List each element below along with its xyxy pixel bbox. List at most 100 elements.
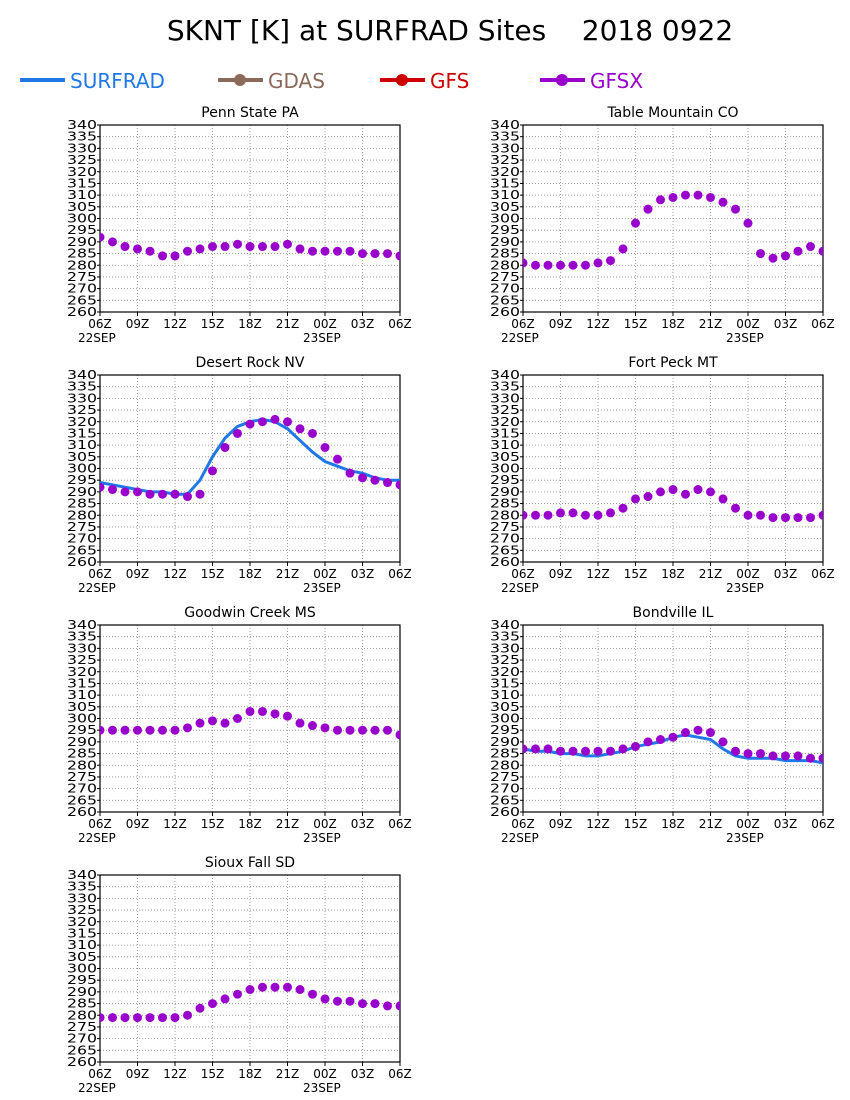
x-tick-label: 06Z	[511, 317, 535, 331]
data-point-gfsx	[120, 242, 130, 252]
data-point-gfsx	[108, 725, 117, 735]
data-point-gfsx	[743, 218, 753, 228]
x-tick-label: 12Z	[163, 1067, 187, 1081]
y-tick-label: 270	[67, 532, 97, 546]
y-tick-label: 275	[67, 1020, 97, 1034]
gridlines	[523, 625, 823, 812]
data-point-gfsx	[358, 249, 367, 259]
y-tick-label: 330	[490, 391, 520, 405]
data-point-gfsx	[523, 510, 528, 520]
y-tick-label: 305	[67, 200, 97, 214]
x-tick-label: 21Z	[276, 317, 300, 331]
date-label: 23SEP	[303, 831, 341, 845]
data-point-gfsx	[793, 751, 803, 761]
data-point-gfsx	[781, 251, 790, 261]
panel-sioux-fall-sd: Sioux Fall SD 260265270275280285290295300…	[67, 855, 412, 1095]
series-group	[100, 414, 400, 502]
date-label: 23SEP	[303, 581, 341, 595]
y-tick-label: 280	[67, 258, 97, 272]
series-group	[523, 725, 823, 765]
data-point-gfsx	[618, 503, 628, 513]
y-tick-label: 295	[67, 473, 97, 487]
data-point-gfsx	[593, 746, 603, 756]
y-tick-label: 310	[67, 938, 97, 952]
data-point-gfsx	[308, 989, 317, 999]
data-point-gfsx	[208, 999, 217, 1009]
x-tick-label: 18Z	[661, 817, 685, 831]
data-point-gfsx	[383, 725, 392, 735]
data-point-gfsx	[283, 417, 292, 427]
date-label: 23SEP	[303, 331, 341, 345]
y-tick-label: 310	[67, 188, 97, 202]
series-group	[523, 485, 823, 523]
y-tick-label: 260	[67, 555, 97, 569]
date-label: 22SEP	[78, 581, 116, 595]
data-point-gfsx	[806, 242, 815, 252]
data-point-gfsx	[593, 510, 603, 520]
x-tick-label: 06Z	[88, 817, 112, 831]
y-tick-label: 295	[490, 473, 520, 487]
y-tick-label: 320	[67, 915, 97, 929]
data-point-gfsx	[270, 414, 280, 424]
data-point-gfsx	[100, 482, 105, 492]
x-tick-label: 18Z	[661, 317, 685, 331]
legend-item-gdas: GDAS	[218, 69, 325, 93]
x-tick-label: 12Z	[586, 817, 610, 831]
data-point-gfsx	[383, 1001, 392, 1011]
y-tick-label: 290	[490, 485, 520, 499]
x-tick-label: 06Z	[388, 1067, 412, 1081]
gridlines	[100, 375, 400, 562]
date-label: 22SEP	[78, 331, 116, 345]
y-tick-label: 275	[67, 270, 97, 284]
x-tick-label: 09Z	[549, 317, 573, 331]
y-tick-label: 270	[67, 782, 97, 796]
y-tick-label: 300	[490, 462, 520, 476]
data-point-gfsx	[245, 706, 255, 716]
x-tick-label: 03Z	[351, 317, 375, 331]
data-point-gfsx	[108, 1013, 117, 1023]
data-point-gfsx	[731, 503, 740, 513]
data-point-gfsx	[245, 242, 255, 252]
y-tick-label: 335	[490, 130, 520, 144]
data-point-gfsx	[100, 1013, 105, 1023]
data-point-gfsx	[731, 746, 740, 756]
data-point-gfsx	[581, 260, 590, 270]
y-tick-label: 290	[490, 235, 520, 249]
data-point-gfsx	[233, 989, 242, 999]
x-tick-label: 06Z	[811, 817, 835, 831]
x-tick-label: 00Z	[736, 567, 760, 581]
data-point-gfsx	[195, 718, 205, 728]
data-point-gfsx	[158, 489, 167, 499]
y-tick-label: 295	[67, 223, 97, 237]
data-point-gfsx	[145, 246, 155, 256]
y-tick-label: 285	[67, 497, 97, 511]
data-point-gfsx	[370, 999, 380, 1009]
data-point-gfsx	[258, 706, 267, 716]
panel-title: Goodwin Creek MS	[184, 605, 316, 621]
date-label: 23SEP	[726, 831, 764, 845]
legend-label: SURFRAD	[70, 69, 165, 93]
data-point-gfsx	[233, 714, 242, 723]
x-tick-label: 18Z	[661, 567, 685, 581]
data-point-gfsx	[668, 732, 678, 742]
data-point-gfsx	[183, 1010, 192, 1020]
data-point-gfsx	[643, 492, 653, 502]
x-tick-label: 06Z	[811, 317, 835, 331]
y-tick-label: 265	[490, 793, 520, 807]
y-tick-label: 280	[490, 258, 520, 272]
y-tick-label: 265	[490, 293, 520, 307]
data-point-gfsx	[220, 994, 230, 1004]
y-tick-label: 305	[67, 450, 97, 464]
page-title: SKNT [K] at SURFRAD Sites 2018 0922	[167, 14, 733, 47]
data-point-gfsx	[220, 718, 230, 728]
y-tick-label: 305	[490, 450, 520, 464]
data-point-gfsx	[320, 442, 330, 452]
legend-marker	[556, 74, 568, 86]
data-point-gfsx	[183, 492, 192, 502]
data-point-gfsx	[333, 725, 342, 735]
data-point-gfsx	[208, 716, 217, 726]
y-tick-label: 275	[67, 520, 97, 534]
data-point-gfsx	[283, 239, 292, 249]
data-point-gfsx	[668, 192, 678, 202]
